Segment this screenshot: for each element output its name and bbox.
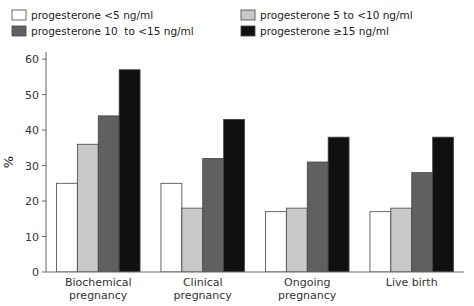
bar [56,183,77,272]
bar [328,137,349,272]
y-tick [42,201,46,202]
bar [119,70,140,272]
x-axis: BiochemicalpregnancyClinicalpregnancyOng… [46,272,464,302]
legend-label: progesterone <5 ng/ml [31,9,153,21]
y-tick-label: 40 [25,124,39,137]
y-tick [42,272,46,273]
legend-swatch [12,26,26,36]
legend-swatch [241,26,255,36]
legend-label: progesterone 5 to <10 ng/ml [260,9,413,21]
bar [307,162,328,272]
bar [203,158,224,272]
x-tick-label-line: Clinical [183,276,223,289]
x-tick-label-line: pregnancy [69,289,128,302]
bar [433,137,454,272]
x-tick-label: Ongoingpregnancy [278,276,337,302]
y-tick-label: 60 [25,53,39,66]
legend-label: progesterone 10 to <15 ng/ml [31,25,194,37]
bars [56,70,453,272]
bar [391,208,412,272]
legend: progesterone <5 ng/ml progesterone 5 to <… [12,9,413,37]
y-tick-label: 0 [32,266,39,279]
bar [370,212,391,272]
y-tick-label: 20 [25,195,39,208]
x-tick-label-line: Live birth [386,276,438,289]
bar [412,173,433,272]
legend-swatch [241,10,255,20]
x-tick-label-line: Biochemical [65,276,132,289]
bar [224,119,245,272]
y-tick-label: 50 [25,89,39,102]
y-tick [42,94,46,95]
x-tick-label: Biochemicalpregnancy [65,276,132,302]
x-tick-label-line: pregnancy [278,289,337,302]
y-axis-line [46,52,47,272]
bar [98,116,119,272]
y-tick [42,130,46,131]
chart: progesterone <5 ng/ml progesterone 5 to <… [0,0,474,306]
x-tick-label-line: pregnancy [174,289,233,302]
chart-container: progesterone <5 ng/ml progesterone 5 to <… [0,0,474,306]
bar [265,212,286,272]
x-axis-line [46,272,464,273]
bar [161,183,182,272]
bar [182,208,203,272]
y-axis-label: % [1,156,16,168]
x-tick-label: Clinicalpregnancy [174,276,233,302]
y-tick-label: 10 [25,231,39,244]
y-tick [42,236,46,237]
y-tick-label: 30 [25,160,39,173]
legend-swatch [12,10,26,20]
bar [286,208,307,272]
y-tick [42,59,46,60]
bar [77,144,98,272]
y-tick [42,165,46,166]
y-axis: 0 10 20 30 40 50 60% [1,52,46,279]
x-tick-label-line: Ongoing [284,276,330,289]
legend-label: progesterone ≥15 ng/ml [260,25,389,37]
x-tick-label: Live birth [386,276,438,289]
